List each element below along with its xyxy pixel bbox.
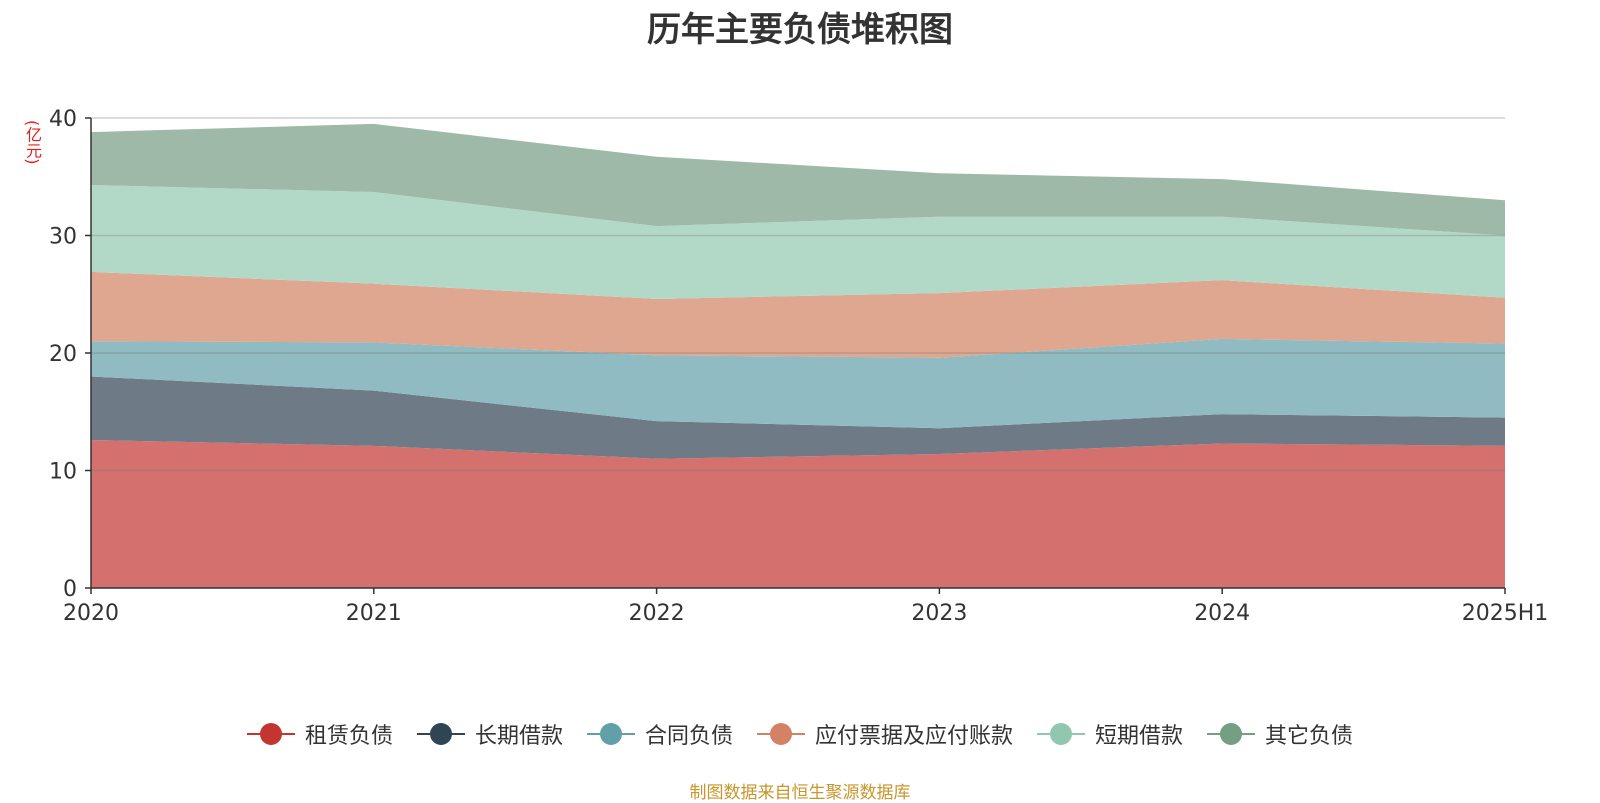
chart-title: 历年主要负债堆积图 <box>647 10 953 50</box>
y-tick-label-30: 30 <box>49 225 77 250</box>
data-source-note: 制图数据来自恒生聚源数据库 <box>689 783 911 803</box>
y-tick-label-20: 20 <box>49 342 77 367</box>
x-tick-label-2025H1: 2025H1 <box>1462 601 1549 626</box>
x-tick-label-2023: 2023 <box>911 601 967 626</box>
area-series-1 <box>91 439 1505 588</box>
legend-marker-icon <box>586 722 635 746</box>
y-tick-label-10: 10 <box>49 460 77 485</box>
y-axis-unit: (亿元) <box>23 120 42 165</box>
legend-label: 长期借款 <box>474 724 563 749</box>
area-series-4 <box>91 271 1505 358</box>
area-series-5 <box>91 184 1505 299</box>
x-tick-label-2020: 2020 <box>63 601 119 626</box>
x-tick-label-2022: 2022 <box>629 601 685 626</box>
legend-item-5[interactable]: 短期借款 <box>1037 718 1183 750</box>
legend-item-3[interactable]: 合同负债 <box>586 718 733 750</box>
legend-label: 短期借款 <box>1095 724 1184 749</box>
legend-item-1[interactable]: 租赁负债 <box>246 718 393 750</box>
y-tick-label-0: 0 <box>63 577 77 602</box>
legend-item-2[interactable]: 长期借款 <box>416 718 563 750</box>
legend-label: 租赁负债 <box>304 724 393 749</box>
legend-marker-icon <box>757 722 805 746</box>
legend-item-6[interactable]: 其它负债 <box>1207 718 1353 750</box>
y-tick-label-40: 40 <box>49 107 77 132</box>
x-tick-label-2024: 2024 <box>1194 601 1250 626</box>
legend-label: 合同负债 <box>644 724 733 749</box>
legend-marker-icon <box>416 722 465 746</box>
legend: 租赁负债 长期借款 合同负债 应付票据及应付账款 短期借款 其它负债 <box>0 718 1600 750</box>
area-series-3 <box>91 338 1505 429</box>
legend-marker-icon <box>1037 722 1086 746</box>
area-series-6 <box>91 123 1505 236</box>
legend-label: 应付票据及应付账款 <box>815 724 1014 749</box>
legend-marker-icon <box>1207 722 1256 746</box>
area-series-2 <box>91 376 1505 459</box>
x-tick-label-2021: 2021 <box>346 601 402 626</box>
legend-item-4[interactable]: 应付票据及应付账款 <box>757 718 1013 750</box>
legend-marker-icon <box>246 722 295 746</box>
legend-label: 其它负债 <box>1265 724 1354 749</box>
